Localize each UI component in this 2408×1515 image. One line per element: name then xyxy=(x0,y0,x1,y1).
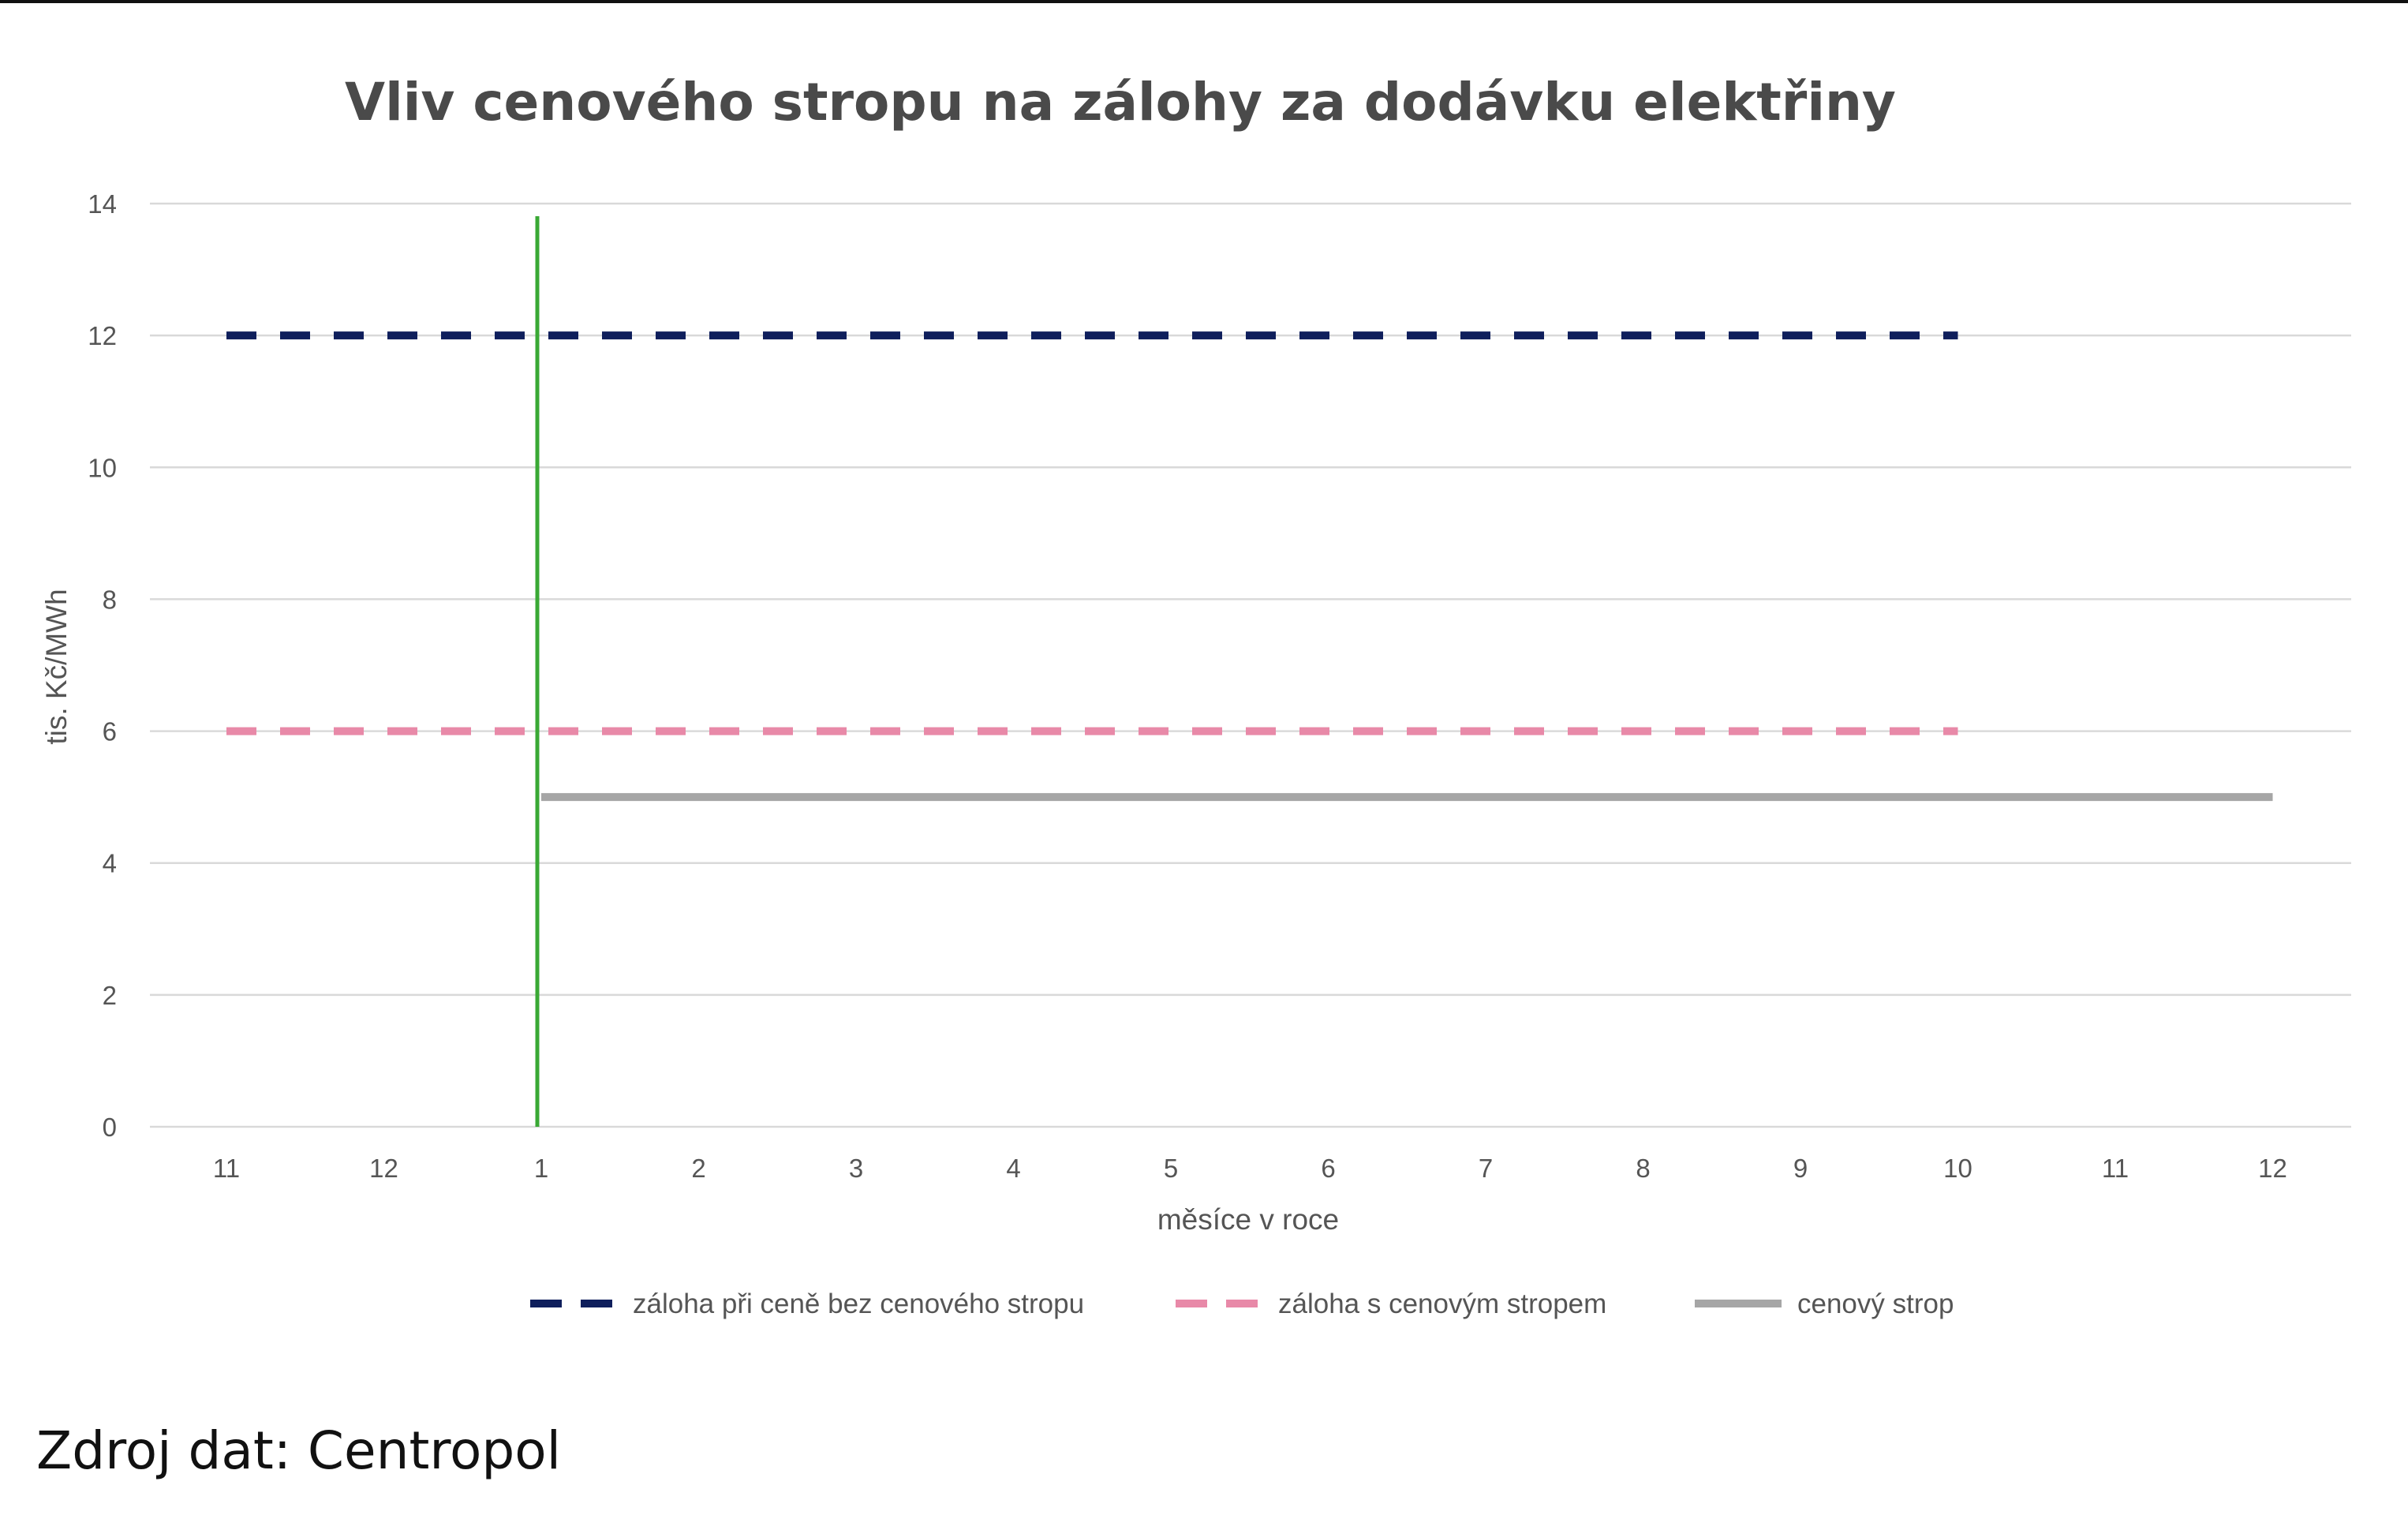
x-tick-labels: 11 12 1 2 3 4 5 6 7 8 9 10 11 12 xyxy=(213,1154,2287,1183)
y-tick-label: 10 xyxy=(88,453,117,482)
legend-label: záloha při ceně bez cenového stropu xyxy=(633,1289,1084,1319)
legend-label: záloha s cenovým stropem xyxy=(1278,1289,1606,1319)
x-tick-label: 5 xyxy=(1164,1154,1178,1183)
x-tick-label: 6 xyxy=(1321,1154,1335,1183)
y-tick-label: 0 xyxy=(103,1113,117,1142)
x-tick-label: 4 xyxy=(1006,1154,1020,1183)
x-tick-label: 8 xyxy=(1636,1154,1650,1183)
x-tick-label: 11 xyxy=(2102,1154,2129,1183)
legend-label: cenový strop xyxy=(1797,1289,1954,1319)
top-border xyxy=(0,0,2408,3)
grid xyxy=(150,202,2351,1128)
chart-title: Vliv cenového stropu na zálohy za dodávk… xyxy=(345,72,1896,133)
x-tick-label: 12 xyxy=(369,1154,398,1183)
y-tick-label: 12 xyxy=(88,321,117,350)
y-tick-label: 8 xyxy=(103,585,117,614)
y-tick-label: 6 xyxy=(103,717,117,746)
x-axis-label: měsíce v roce xyxy=(1157,1203,1339,1236)
source-text: Zdroj dat: Centropol xyxy=(36,1420,561,1481)
y-tick-label: 2 xyxy=(103,981,117,1010)
x-tick-label: 3 xyxy=(849,1154,863,1183)
x-tick-label: 11 xyxy=(213,1154,240,1183)
x-tick-label: 1 xyxy=(534,1154,548,1183)
x-tick-label: 10 xyxy=(1943,1154,1972,1183)
legend: záloha při ceně bez cenového stropu záloh… xyxy=(530,1289,1954,1319)
series-lines xyxy=(226,331,2273,802)
x-tick-label: 7 xyxy=(1479,1154,1493,1183)
x-tick-label: 9 xyxy=(1793,1154,1808,1183)
x-tick-label: 2 xyxy=(691,1154,705,1183)
y-tick-label: 14 xyxy=(88,189,117,219)
x-tick-label: 12 xyxy=(2258,1154,2287,1183)
y-tick-labels: 0 2 4 6 8 10 12 14 xyxy=(88,189,117,1142)
y-axis-label: tis. Kč/MWh xyxy=(40,589,73,744)
y-tick-label: 4 xyxy=(103,849,117,878)
